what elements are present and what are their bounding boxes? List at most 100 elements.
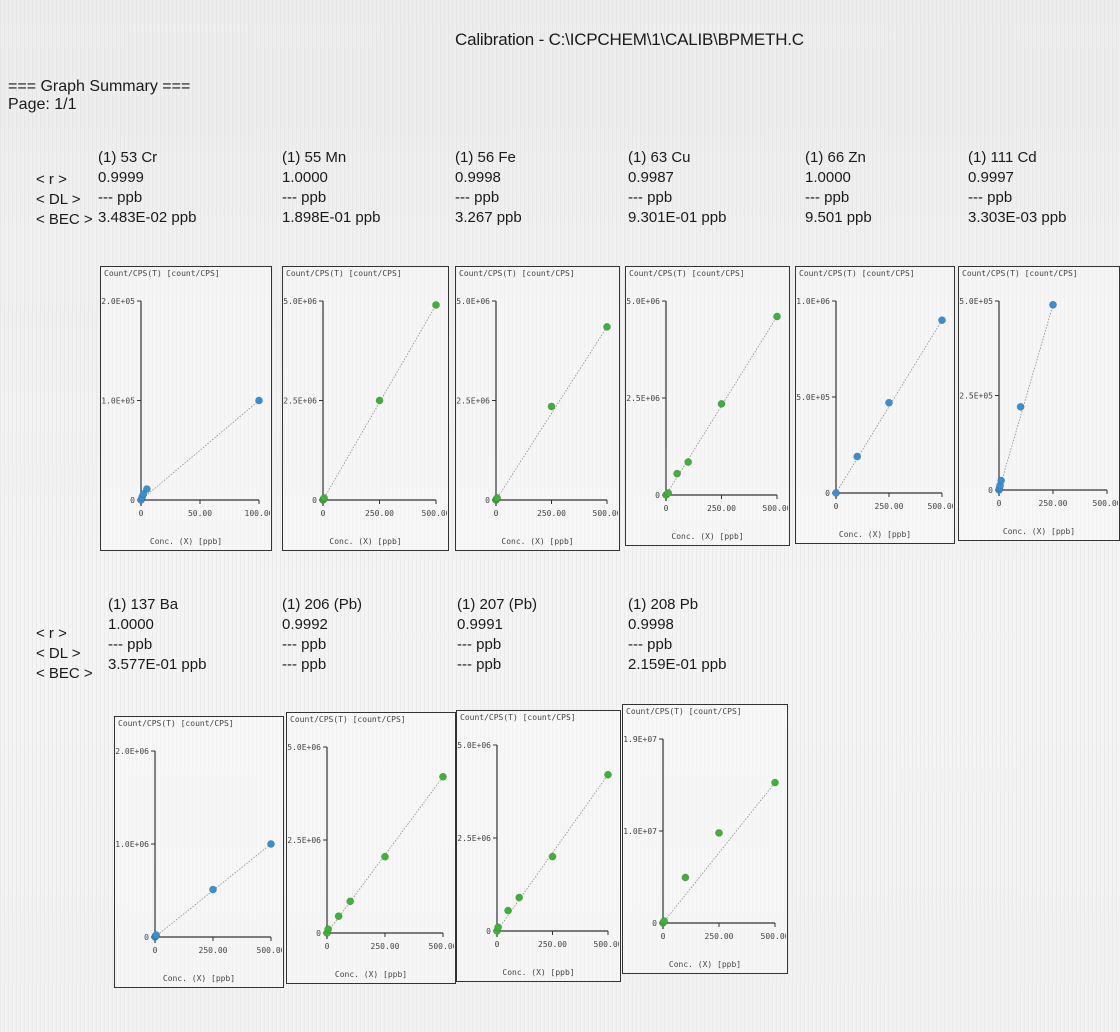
calibration-point [320,494,328,502]
x-tick-label: 0 [494,509,499,518]
element-r-value: 0.9992 [282,616,328,633]
x-tick-label: 0 [834,502,839,511]
calibration-point [673,469,681,478]
summary-heading: === Graph Summary === [8,78,191,95]
calibration-plot: Count/CPS(T) [count/CPS] Conc. (X) [ppb] 0… [456,710,621,982]
x-tick-label: 0 [997,499,1002,508]
calibration-point [255,396,263,405]
element-summary: (1) 66 Zn 1.0000 --- ppb 9.501 ppb [805,148,872,228]
plot-svg: 0 2.5E+05 5.0E+05 0 250.00 500.00 [959,297,1118,508]
plot-svg: 0 2.5E+06 5.0E+06 0 250.00 500.00 [457,741,619,949]
element-r-value: 1.0000 [108,616,154,633]
element-summary: (1) 137 Ba 1.0000 --- ppb 3.577E-01 ppb [108,595,206,675]
element-r-value: 1.0000 [805,169,851,186]
y-tick-label: 2.0E+06 [115,747,149,756]
y-tick-label: 2.5E+06 [457,834,491,843]
element-name: (1) 56 Fe [455,149,516,166]
calibration-plot: Count/CPS(T) [count/CPS] Conc. (X) [ppb] 0… [622,704,788,974]
y-tick-label: 0 [652,919,657,928]
y-tick-label: 5.0E+05 [959,297,993,306]
element-summary: (1) 206 (Pb) 0.9992 --- ppb --- ppb [282,595,362,675]
calibration-point [209,885,217,894]
element-bec-value: 9.501 ppb [805,209,872,226]
x-tick-label: 0 [664,504,669,513]
calibration-plot: Count/CPS(T) [count/CPS] Conc. (X) [ppb] 0… [455,266,620,551]
calibration-point [267,840,275,848]
element-name: (1) 207 (Pb) [457,596,538,613]
y-tick-label: 5.0E+06 [457,741,491,750]
x-tick-label: 500.00 [594,940,619,949]
x-tick-label: 250.00 [875,502,904,511]
x-tick-label: 500.00 [928,502,953,511]
calibration-point [997,476,1006,485]
x-tick-label: 50.00 [188,509,212,518]
plot-x-label: Conc. (X) [ppb] [668,960,742,969]
calibration-plot: Count/CPS(T) [count/CPS] Conc. (X) [ppb] 0… [286,712,456,984]
y-tick-label: 0 [485,496,490,505]
x-tick-label: 500.00 [422,509,447,518]
element-summary: (1) 207 (Pb) 0.9991 --- ppb --- ppb [457,595,537,675]
plot-svg: 0 2.5E+06 5.0E+06 0 250.00 500.00 [287,743,454,951]
x-tick-label: 500.00 [593,509,618,518]
calibration-point [885,398,893,407]
calibration-fit-line [998,304,1054,491]
calibration-fit-line [495,326,608,501]
plot-x-label: Conc. (X) [ppb] [501,537,574,546]
calibration-plot: Count/CPS(T) [count/CPS] Conc. (X) [ppb] 0… [795,266,955,544]
element-summary: (1) 111 Cd 0.9997 --- ppb 3.303E-03 ppb [968,148,1066,228]
calibration-point [1049,300,1057,309]
label-r: < r > [36,625,67,642]
x-tick-label: 500.00 [1093,499,1118,508]
plot-x-label: Conc. (X) [ppb] [329,537,402,546]
element-summary: (1) 55 Mn 1.0000 --- ppb 1.898E-01 ppb [282,148,380,228]
calibration-point [381,852,389,861]
x-tick-label: 500.00 [257,946,282,955]
plot-y-header: Count/CPS(T) [count/CPS] [104,269,220,278]
element-r-value: 0.9998 [628,616,674,633]
plot-svg: 0 1.0E+07 1.9E+07 0 250.00 500.00 [623,735,786,941]
element-name: (1) 208 Pb [628,596,699,613]
plot-x-label: Conc. (X) [ppb] [502,968,575,977]
element-dl-value: --- ppb [628,636,673,653]
element-bec-value: 2.159E-01 ppb [628,656,727,673]
x-tick-label: 0 [153,946,158,955]
calibration-point [143,485,151,493]
element-dl-value: --- ppb [805,189,850,206]
plot-y-header: Count/CPS(T) [count/CPS] [459,269,575,278]
y-tick-label: 0 [825,489,830,498]
calibration-point [346,897,355,906]
calibration-point [664,489,673,497]
plot-x-label: Conc. (X) [ppb] [671,532,744,541]
calibration-point [139,490,148,498]
plot-svg: 0 2.5E+06 5.0E+06 0 250.00 500.00 [456,297,618,518]
calibration-point [681,873,690,882]
y-tick-label: 0 [130,496,135,505]
label-dl: < DL > [36,191,81,208]
element-summary: (1) 56 Fe 0.9998 --- ppb 3.267 ppb [455,148,522,228]
calibration-point [324,925,333,934]
calibration-fit-line [662,782,776,924]
x-tick-label: 250.00 [365,509,394,518]
y-tick-label: 0 [988,486,993,495]
label-r: < r > [36,171,67,188]
element-summary: (1) 208 Pb 0.9998 --- ppb 2.159E-01 ppb [628,595,726,675]
plot-y-header: Count/CPS(T) [count/CPS] [629,269,745,278]
x-tick-label: 250.00 [371,942,400,951]
calibration-point [1016,402,1025,411]
element-dl-value: --- ppb [628,189,673,206]
label-bec: < BEC > [36,211,93,228]
element-r-value: 0.9999 [98,169,144,186]
calibration-point [152,931,161,939]
element-r-value: 0.9991 [457,616,503,633]
calibration-plot: Count/CPS(T) [count/CPS] Conc. (X) [ppb] 0… [625,266,790,546]
x-tick-label: 250.00 [537,509,566,518]
calibration-point [494,923,502,932]
y-tick-label: 2.5E+06 [456,397,490,406]
calibration-point [832,489,840,497]
element-bec-value: 3.303E-03 ppb [968,209,1067,226]
element-bec-value: --- ppb [282,656,327,673]
element-bec-value: 3.577E-01 ppb [108,656,207,673]
calibration-point [432,301,440,309]
calibration-plot: Count/CPS(T) [count/CPS] Conc. (X) [ppb] 0… [100,266,272,551]
y-tick-label: 1.0E+06 [115,840,149,849]
